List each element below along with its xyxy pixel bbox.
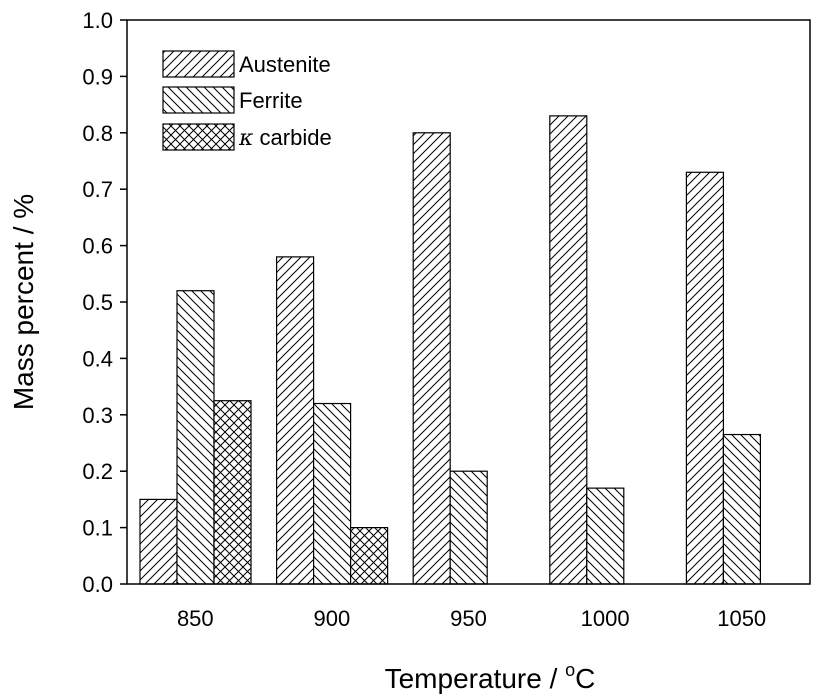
y-tick-label: 0.9 <box>82 64 113 89</box>
bars-layer <box>139 115 762 585</box>
x-axis-title: Temperature / oC <box>385 660 596 694</box>
bar-s1-950 <box>449 470 488 585</box>
x-tick-label: 1050 <box>717 606 766 631</box>
legend-label-kappa-carbide: κ carbide <box>238 125 332 151</box>
x-axis-unit-superscript: o <box>565 660 575 680</box>
bar-s1-850 <box>176 290 215 585</box>
legend-swatch-kappa-carbide <box>162 123 235 151</box>
bar-s2-900 <box>350 526 389 585</box>
bar-s1-1050 <box>722 433 762 585</box>
y-tick-label: 0.8 <box>82 121 113 146</box>
y-tick-label: 0.7 <box>82 177 113 202</box>
bar-s0-950 <box>412 132 451 585</box>
y-tick-label: 0.0 <box>82 572 113 597</box>
x-axis-unit: C <box>575 663 595 694</box>
bar-s0-1000 <box>549 115 588 585</box>
legend-label-ferrite: Ferrite <box>239 88 303 113</box>
y-tick-label: 0.2 <box>82 459 113 484</box>
x-tick-label: 950 <box>450 606 487 631</box>
bar-s1-1000 <box>586 487 625 585</box>
y-tick-label: 0.1 <box>82 516 113 541</box>
y-tick-label: 0.3 <box>82 403 113 428</box>
bar-s0-1050 <box>685 171 725 585</box>
x-tick-label: 1000 <box>581 606 630 631</box>
legend-swatch-ferrite <box>162 86 235 114</box>
y-tick-label: 0.4 <box>82 346 113 371</box>
x-tick-label: 900 <box>314 606 351 631</box>
legend-label-austenite: Austenite <box>239 52 331 77</box>
y-tick-label: 0.5 <box>82 290 113 315</box>
bar-s0-900 <box>276 256 315 585</box>
y-tick-label: 0.6 <box>82 234 113 259</box>
x-axis: 850 900 950 1000 1050 <box>177 606 766 631</box>
y-axis-title: Mass percent / % <box>8 194 39 410</box>
legend-swatch-austenite <box>162 50 235 78</box>
bar-s0-850 <box>139 498 178 585</box>
bar-s2-850 <box>213 400 252 585</box>
y-tick-label: 1.0 <box>82 8 113 33</box>
x-tick-label: 850 <box>177 606 214 631</box>
legend-kappa-symbol: κ <box>238 126 254 151</box>
y-axis: 0.0 0.1 0.2 0.3 0.4 0.5 0.6 0.7 0.8 0.9 1.0 <box>82 8 127 597</box>
bar-s1-900 <box>313 402 352 585</box>
legend: Austenite Ferrite κ carbide <box>162 50 332 151</box>
